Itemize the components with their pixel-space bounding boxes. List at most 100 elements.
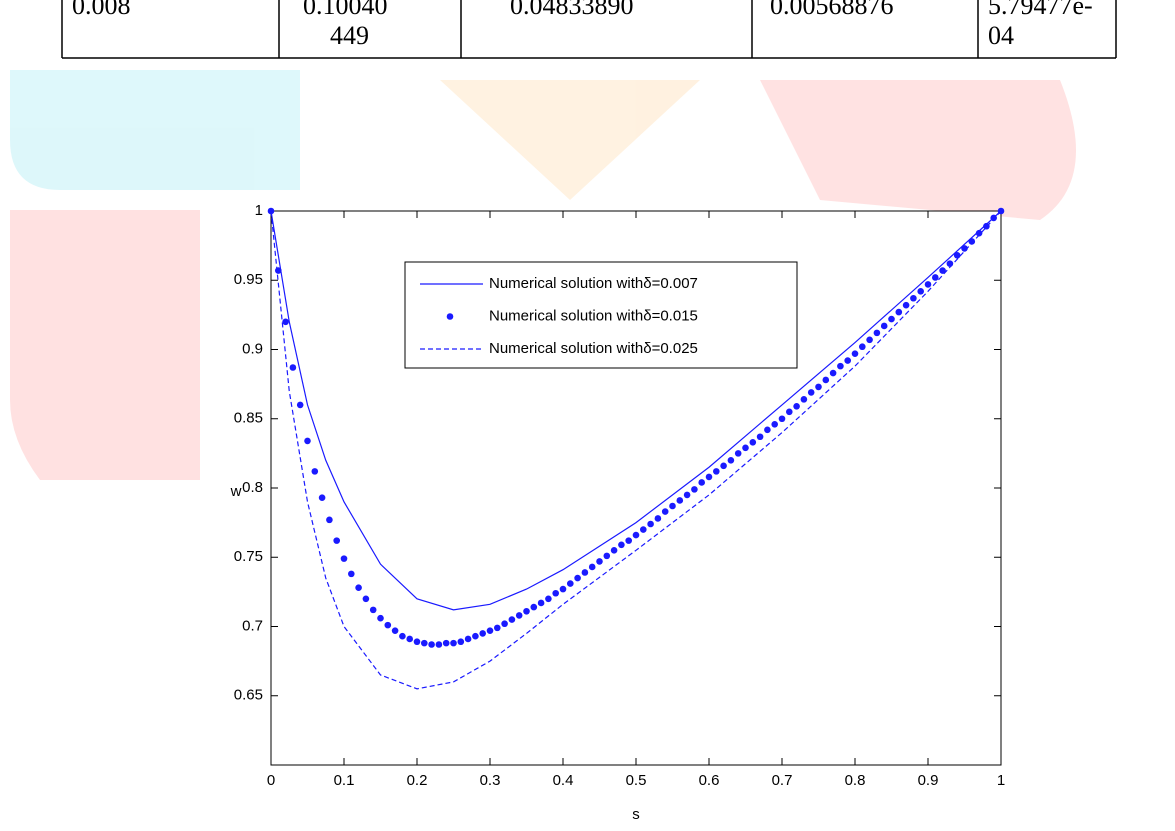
legend-box <box>404 261 798 369</box>
data-point <box>771 420 778 428</box>
data-point <box>888 315 895 323</box>
data-point <box>289 364 297 371</box>
data-point <box>348 570 355 578</box>
data-point <box>508 616 516 623</box>
data-point <box>275 267 282 274</box>
data-point <box>625 537 632 544</box>
data-point <box>318 494 326 501</box>
data-point <box>815 383 822 391</box>
data-point <box>545 595 552 603</box>
data-point <box>661 508 669 515</box>
data-point <box>421 639 428 647</box>
x-tick-label: 0.7 <box>772 772 793 789</box>
data-point <box>895 308 903 316</box>
data-point <box>924 281 932 288</box>
data-point <box>837 362 844 370</box>
data-point <box>917 288 924 295</box>
data-point <box>282 318 289 326</box>
data-point <box>968 238 976 245</box>
data-point <box>311 468 319 475</box>
data-point <box>669 502 676 510</box>
data-point <box>523 607 530 615</box>
watermark <box>10 70 1076 480</box>
data-point <box>567 580 574 587</box>
data-point <box>800 396 808 403</box>
data-point <box>369 606 377 614</box>
x-tick-label: 0 <box>267 772 275 789</box>
data-point <box>698 479 705 486</box>
data-point <box>939 267 946 274</box>
data-point <box>588 563 596 571</box>
x-axis-label: s <box>632 806 640 823</box>
data-point <box>910 294 917 302</box>
x-tick-label: 0.4 <box>553 772 574 789</box>
x-tick-label: 1 <box>997 772 1005 789</box>
data-point <box>610 547 618 554</box>
x-tick-label: 0.9 <box>918 772 939 789</box>
table-cell: 5.79477e- <box>988 0 1093 20</box>
data-point <box>603 552 611 560</box>
data-point <box>581 569 589 576</box>
data-point <box>362 595 370 603</box>
y-tick-label: 0.65 <box>234 687 263 704</box>
y-tick-label: 0.75 <box>234 548 263 565</box>
data-point <box>975 229 983 237</box>
data-point <box>749 438 757 446</box>
data-point <box>647 520 654 528</box>
x-tick-label: 0.8 <box>845 772 866 789</box>
data-point <box>399 632 406 640</box>
x-tick-label: 0.6 <box>699 772 720 789</box>
table-cell: 0.04833890 <box>510 0 634 20</box>
data-point <box>486 627 494 634</box>
data-point <box>902 301 910 309</box>
data-point <box>355 584 362 592</box>
data-point <box>683 491 691 499</box>
data-point <box>932 274 939 281</box>
data-point <box>851 350 859 357</box>
data-point <box>829 369 837 377</box>
data-point <box>786 408 793 416</box>
data-point <box>596 558 603 565</box>
data-point <box>304 437 311 445</box>
data-point <box>552 589 559 597</box>
data-point <box>340 555 348 562</box>
table-cell: 449 <box>330 21 369 50</box>
data-point <box>990 214 997 222</box>
data-line <box>270 210 1002 611</box>
data-point <box>953 252 961 259</box>
legend-swatch <box>446 313 454 320</box>
data-point <box>377 614 384 622</box>
legend-label: Numerical solution withδ=0.015 <box>489 307 698 324</box>
table-cell: 0.10040 <box>303 0 388 20</box>
data-point <box>873 329 881 337</box>
data-point <box>756 433 764 441</box>
y-tick-label: 0.95 <box>234 271 263 288</box>
data-line <box>270 210 1002 690</box>
data-point <box>406 635 414 643</box>
data-point <box>778 415 786 423</box>
data-point <box>844 357 851 364</box>
data-point <box>822 376 830 384</box>
x-tick-label: 0.5 <box>626 772 647 789</box>
data-point <box>654 515 662 522</box>
data-point <box>946 260 954 267</box>
data-point <box>676 497 684 504</box>
y-tick-label: 0.8 <box>242 479 263 496</box>
data-point <box>559 585 567 593</box>
x-tick-label: 0.2 <box>407 772 428 789</box>
data-point <box>442 639 450 647</box>
table-cell: 04 <box>988 21 1014 50</box>
data-point <box>530 603 538 611</box>
data-point <box>720 462 727 470</box>
y-tick-label: 0.7 <box>242 617 263 634</box>
y-tick-label: 0.85 <box>234 410 263 427</box>
data-point <box>515 612 523 619</box>
data-point <box>880 322 888 330</box>
data-point <box>618 541 625 549</box>
data-point <box>807 389 815 396</box>
x-tick-label: 0.1 <box>334 772 355 789</box>
data-point <box>705 473 713 481</box>
